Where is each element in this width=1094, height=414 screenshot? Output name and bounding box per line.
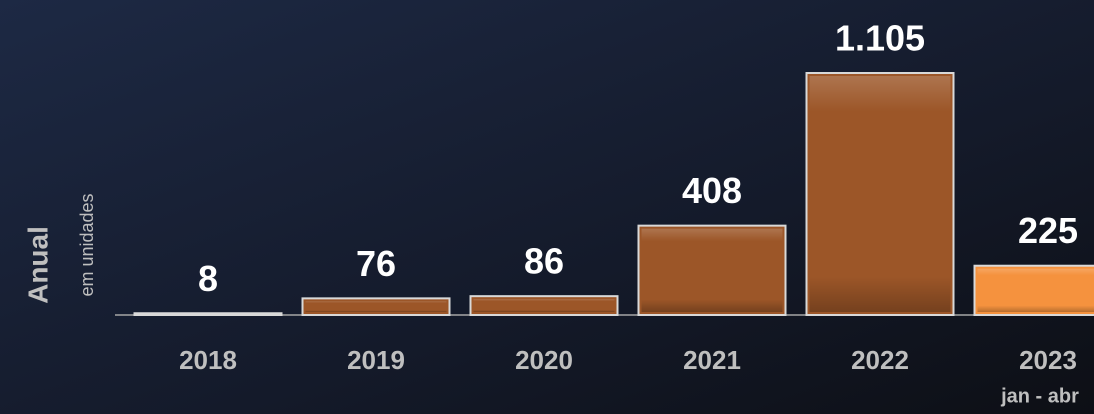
value-label: 86 [524, 241, 564, 282]
axis-subtitle: em unidades [77, 193, 97, 296]
value-label: 225 [1018, 210, 1078, 251]
bar-shade [809, 76, 951, 312]
bar-shade [473, 299, 615, 312]
x-tick-label: 2023 [1019, 345, 1077, 375]
value-label: 1.105 [835, 18, 925, 59]
x-tick-label: 2021 [683, 345, 741, 375]
value-label: 408 [682, 170, 742, 211]
annotation: jan - abr [1000, 385, 1079, 407]
axis-title: Anual [22, 226, 53, 304]
value-label: 8 [198, 258, 218, 299]
value-label: 76 [356, 243, 396, 284]
x-tick-label: 2019 [347, 345, 405, 375]
x-tick-label: 2020 [515, 345, 573, 375]
bar-shade [641, 228, 783, 312]
bar [133, 312, 283, 316]
bar-shade [977, 268, 1094, 312]
x-tick-label: 2018 [179, 345, 237, 375]
bar-shade [305, 301, 447, 312]
x-tick-label: 2022 [851, 345, 909, 375]
